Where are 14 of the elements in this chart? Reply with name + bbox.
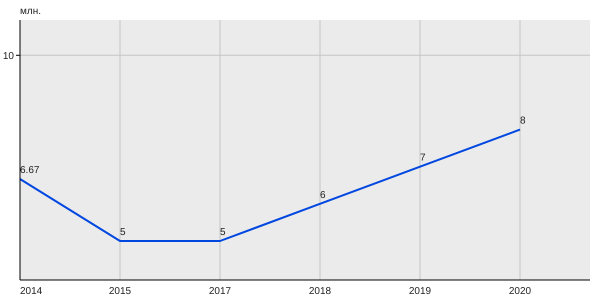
data-label: 7 [420, 152, 426, 164]
x-tick-label: 2020 [508, 286, 532, 297]
data-label: 5 [220, 227, 226, 238]
y-axis-title: млн. [20, 6, 42, 17]
data-label: 6 [320, 190, 326, 201]
x-tick-label: 2018 [308, 286, 332, 297]
x-tick-label: 2019 [408, 286, 432, 297]
data-label: 8 [520, 116, 526, 127]
x-tick-label: 2015 [108, 286, 132, 297]
x-tick-label: 2014 [20, 286, 43, 297]
x-tick-label: 2017 [208, 286, 232, 297]
ref-line-label: 10 [2, 50, 14, 62]
data-label: 6.67 [20, 164, 40, 176]
data-label: 5 [120, 227, 126, 238]
